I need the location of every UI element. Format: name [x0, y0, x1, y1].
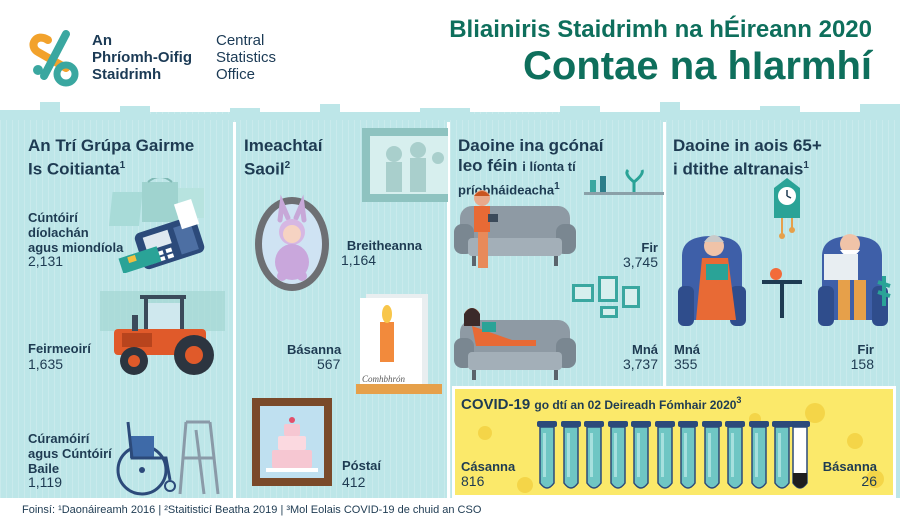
logo-ga-line: An — [92, 32, 112, 49]
covid-title: COVID-19 go dtí an 02 Deireadh Fómhair 2… — [461, 395, 741, 413]
occupation-label: Cúntóirí díolachán agus miondíola — [28, 210, 123, 255]
living-alone-title-line: Daoine ina gcónaí — [458, 136, 604, 155]
page-subtitle: Bliainiris Staidrimh na hÉireann 2020 — [449, 16, 872, 43]
occupation-label-line: agus miondíola — [28, 240, 124, 255]
test-tubes — [537, 421, 817, 493]
cases-tube-icon — [537, 421, 557, 489]
footnote-marker: 1 — [119, 160, 126, 171]
column-divider — [233, 122, 236, 498]
occupation-value: 2,131 — [28, 253, 64, 269]
covid-cases-label: Cásanna — [461, 459, 516, 474]
cases-tube-icon — [701, 421, 722, 489]
cases-tube-icon — [678, 421, 698, 489]
cso-logo-icon — [29, 30, 79, 87]
nursing-value: 355 — [674, 356, 698, 372]
baby-portrait-icon — [255, 194, 329, 291]
life-event-value: 567 — [317, 356, 341, 372]
cases-tube-icon — [631, 421, 651, 489]
occupation-label-line: Cúntóirí — [28, 210, 78, 225]
covid-title-text: COVID-19 — [461, 396, 531, 413]
nursing-title-line: i dtithe altranais — [673, 159, 804, 179]
occupation-label-line: Feirmeoirí — [28, 341, 91, 356]
logo-ga-line: Staidrimh — [92, 66, 162, 83]
occupation-label-line: díolachán — [28, 225, 89, 240]
sympathy-card-text: Comhbhrón — [362, 374, 406, 384]
occupation-label-line: agus Cúntóirí — [28, 446, 112, 461]
cases-tube-icon — [607, 421, 628, 489]
footnote-marker: 2 — [284, 160, 291, 171]
shelf-plants-icon — [584, 168, 664, 195]
logo-en-line: Statistics — [216, 49, 277, 66]
footer-sources: Foinsí: ¹Daonáireamh 2016 | ²Staitisticí… — [22, 504, 482, 516]
cases-tube-icon — [772, 421, 792, 489]
cases-tube-icon — [560, 421, 581, 489]
cases-tube-icon — [725, 421, 745, 489]
occupation-label: Feirmeoirí — [28, 341, 91, 356]
occupations-title-line: Is Coitianta — [28, 159, 120, 179]
life-event-value: 1,164 — [341, 252, 377, 268]
cases-tube-icon — [654, 421, 675, 489]
nursing-title: Daoine in aois 65+ i dtithe altranais1 — [673, 136, 822, 180]
life-event-label: Básanna — [287, 342, 342, 357]
covid-deaths-label: Básanna — [822, 459, 877, 474]
living-alone-value: 3,745 — [622, 254, 658, 270]
living-alone-value: 3,737 — [622, 356, 658, 372]
nursing-value: 158 — [850, 356, 874, 372]
skyline-decoration — [0, 102, 900, 120]
footnote-marker: 3 — [736, 395, 742, 405]
elderly-couple-icon — [678, 234, 891, 326]
occupation-value: 1,119 — [28, 474, 62, 490]
life-event-value: 412 — [342, 474, 366, 490]
header: An Phríomh-Oifig Staidrimh Central Stati… — [0, 0, 900, 110]
occupation-label-line: Cúramóirí — [28, 431, 90, 446]
wall-pictures-icon — [572, 276, 640, 318]
wheelchair-icon — [116, 420, 220, 496]
nursing-label: Mná — [674, 342, 700, 357]
logo-text-irish: An Phríomh-Oifig Staidrimh — [92, 32, 192, 83]
nursing-title-line: Daoine in aois 65+ — [673, 136, 822, 155]
logo-text-english: Central Statistics Office — [216, 32, 276, 83]
logo-en-line: Central — [216, 32, 265, 49]
living-alone-label: Mná — [632, 342, 658, 357]
life-events-title: Imeachtaí Saoil2 — [244, 136, 322, 180]
covid-deaths-value: 26 — [861, 473, 877, 489]
card-reader-icon — [108, 178, 205, 273]
family-photo-icon — [362, 128, 448, 202]
covid-cases-value: 816 — [461, 473, 485, 489]
living-alone-label: Fir — [641, 240, 658, 255]
life-event-label: Póstaí — [342, 458, 382, 473]
cases-tube-icon — [748, 421, 769, 489]
column-divider — [447, 122, 450, 498]
virus-background-icon — [478, 403, 884, 493]
tractor-icon — [100, 291, 225, 375]
living-alone-title-line: i líonta tí — [522, 159, 576, 174]
column-divider — [663, 122, 666, 498]
living-alone-title: Daoine ina gcónaí leo féin i líonta tí p… — [458, 136, 603, 200]
footnote-marker: 1 — [803, 160, 809, 171]
man-sofa-icon — [454, 190, 576, 268]
wedding-cake-icon — [252, 398, 332, 486]
logo-en-line: Office — [216, 66, 255, 83]
occupations-title-line: An Trí Grúpa Gairme — [28, 136, 195, 155]
life-events-title-line: Imeachtaí — [244, 136, 323, 155]
woman-sofa-icon — [454, 308, 576, 380]
wall-clock-icon — [774, 178, 800, 239]
page-title: Contae na hIarmhí — [523, 44, 872, 88]
deaths-tube-icon — [790, 421, 810, 489]
logo-ga-line: Phríomh-Oifig — [92, 49, 192, 66]
candle-card-icon — [356, 294, 442, 394]
occupation-label: Cúramóirí agus Cúntóirí Baile — [28, 431, 112, 476]
life-event-label: Breitheanna — [346, 238, 422, 253]
cases-tube-icon — [584, 421, 604, 489]
nursing-label: Fir — [857, 342, 874, 357]
footnote-marker: 1 — [554, 181, 560, 192]
occupation-value: 1,635 — [28, 356, 64, 372]
living-alone-title-line: leo féin — [458, 156, 518, 175]
covid-panel: COVID-19 go dtí an 02 Deireadh Fómhair 2… — [452, 386, 896, 498]
life-events-title-line: Saoil — [244, 159, 285, 179]
occupation-label-line: Baile — [28, 461, 60, 476]
covid-subtitle: go dtí an 02 Deireadh Fómhair 2020 — [534, 398, 737, 412]
occupations-title: An Trí Grúpa Gairme Is Coitianta1 — [28, 136, 194, 180]
